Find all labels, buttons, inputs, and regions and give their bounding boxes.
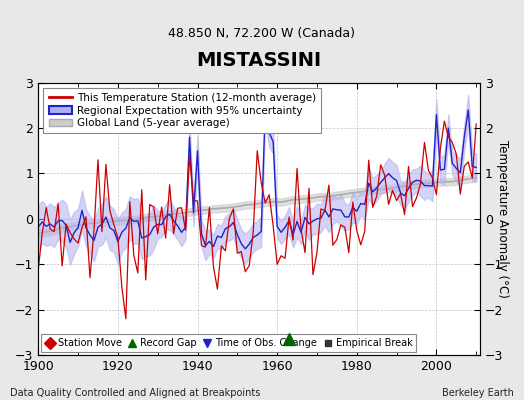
Legend: Station Move, Record Gap, Time of Obs. Change, Empirical Break: Station Move, Record Gap, Time of Obs. C…: [41, 334, 416, 352]
Text: 48.850 N, 72.200 W (Canada): 48.850 N, 72.200 W (Canada): [169, 28, 355, 40]
Text: Berkeley Earth: Berkeley Earth: [442, 388, 514, 398]
Y-axis label: Temperature Anomaly (°C): Temperature Anomaly (°C): [496, 140, 509, 298]
Title: MISTASSINI: MISTASSINI: [196, 51, 322, 70]
Text: Data Quality Controlled and Aligned at Breakpoints: Data Quality Controlled and Aligned at B…: [10, 388, 261, 398]
